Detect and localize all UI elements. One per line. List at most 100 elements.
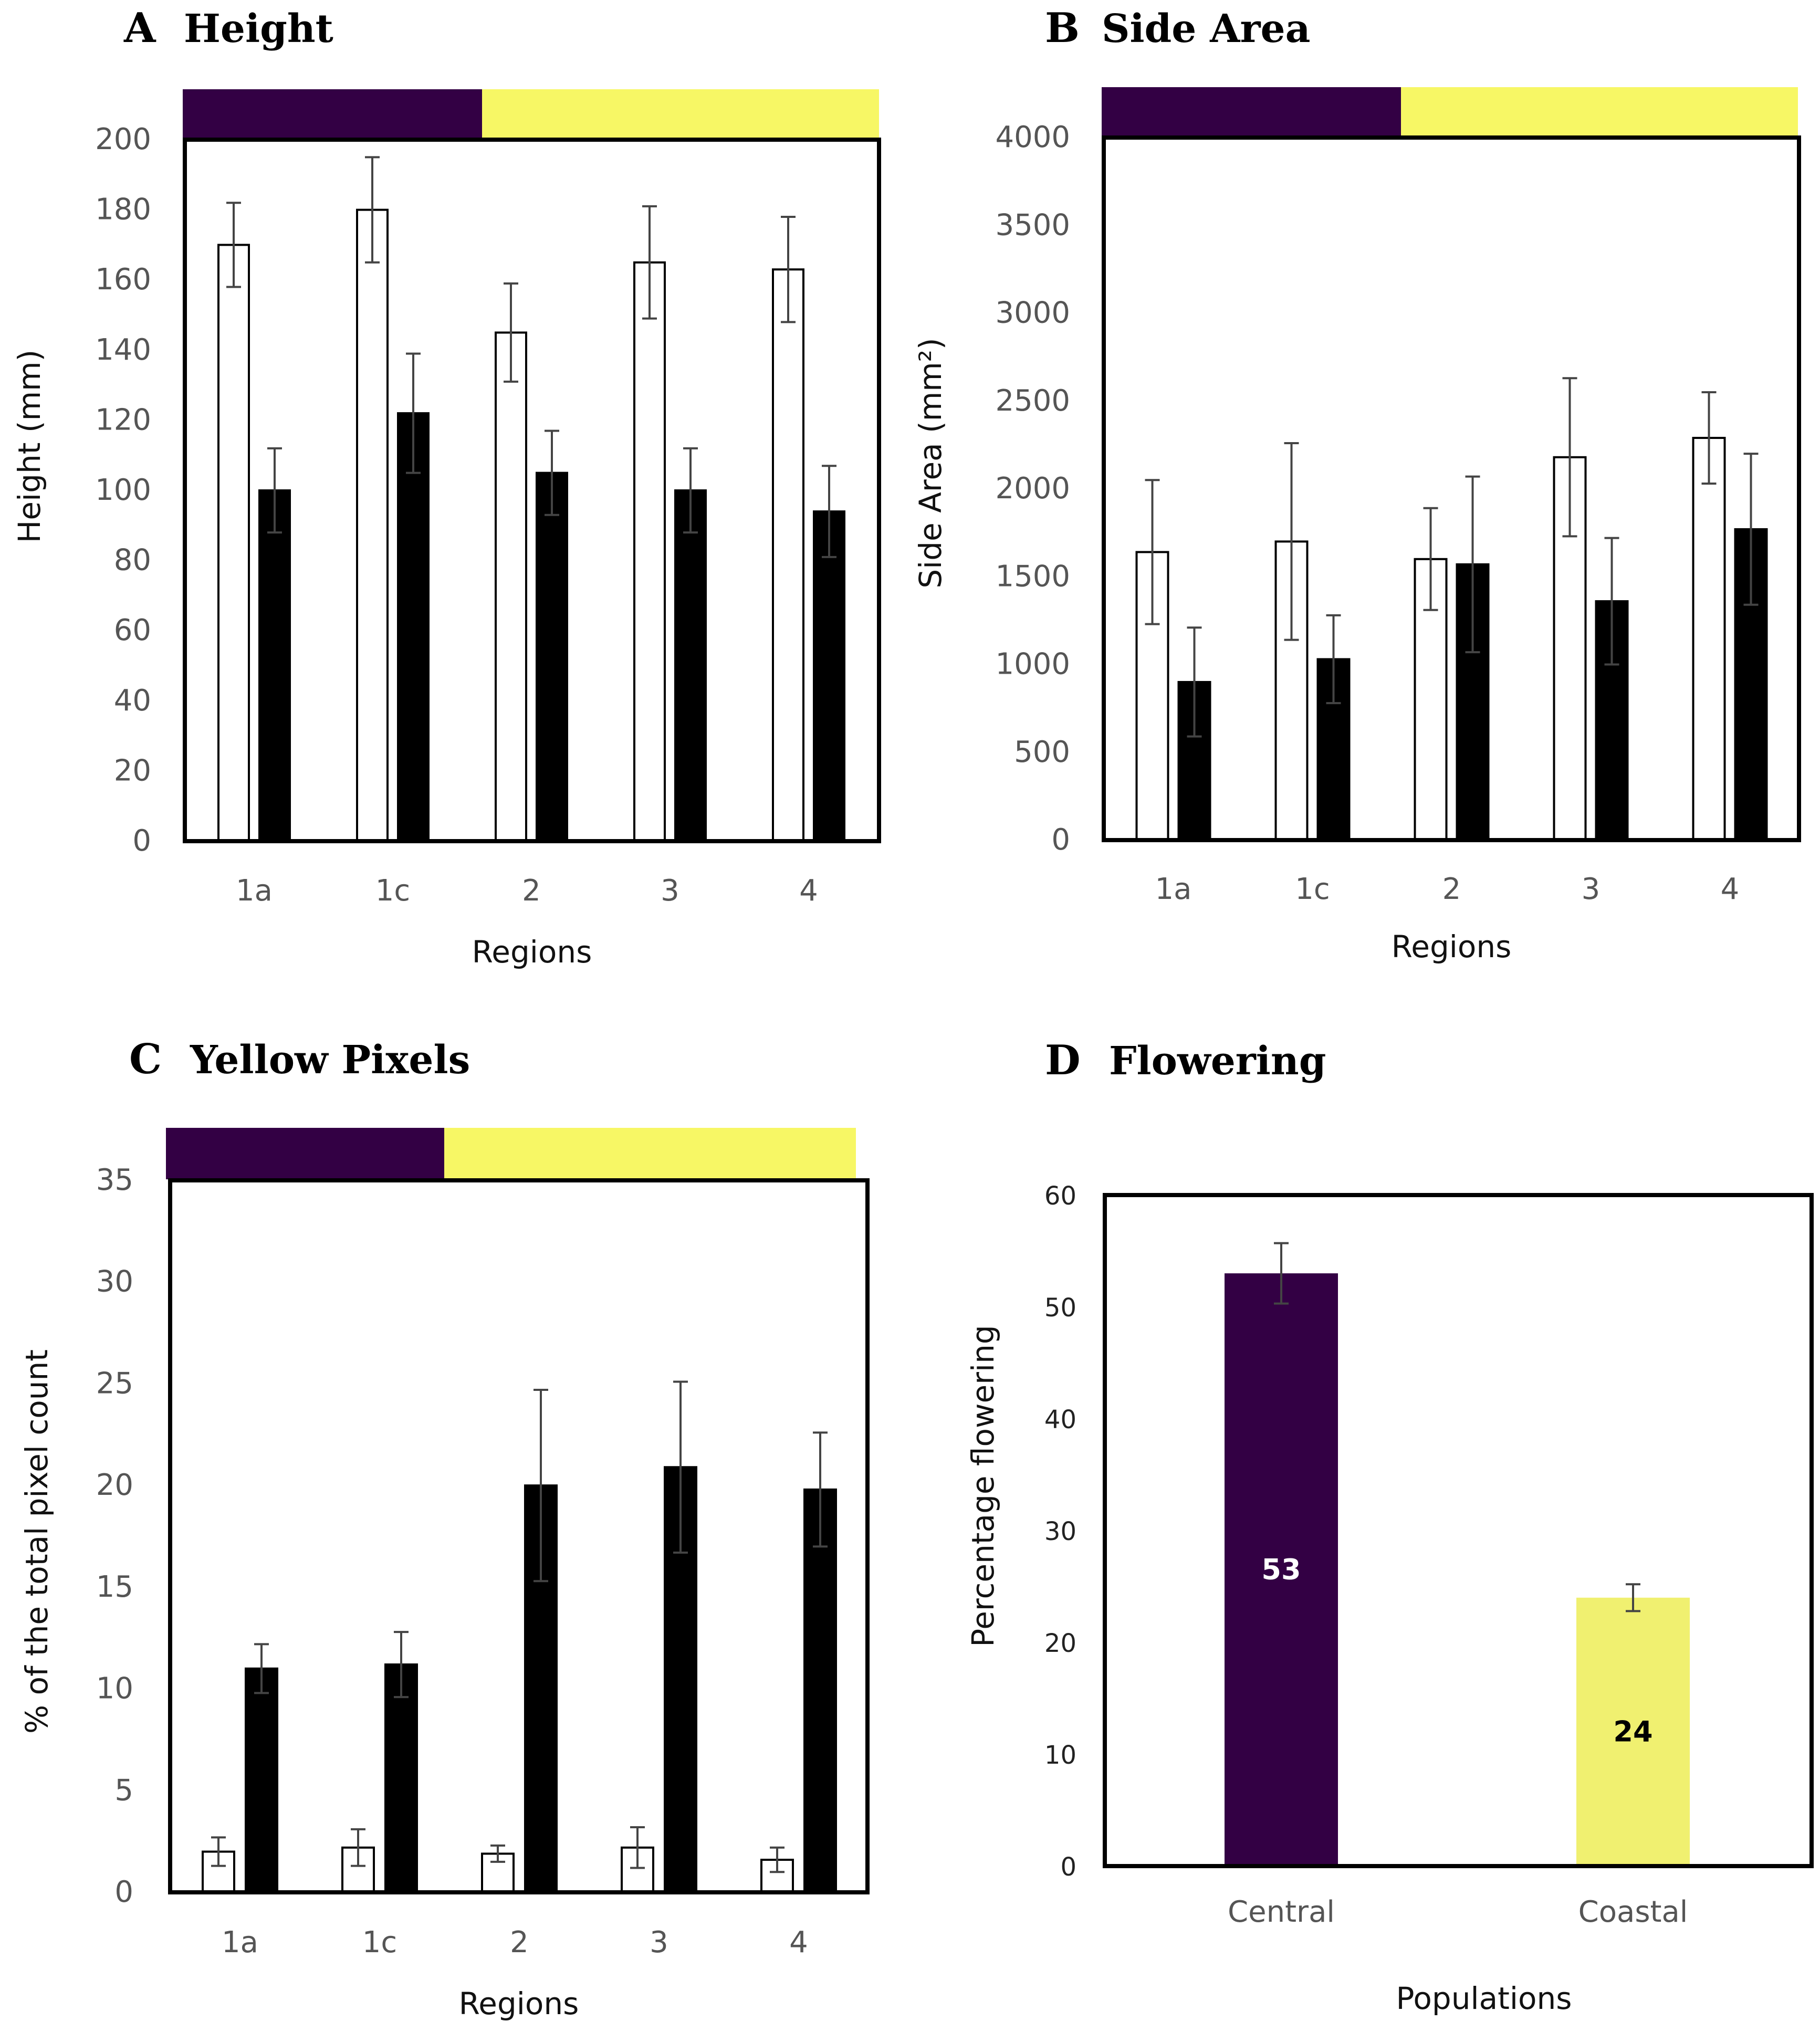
panel-d-y-axis-label: Percentage flowering [965,1325,1001,1647]
panel-a-y-axis-label: Height (mm) [12,350,47,543]
panel-a-letter: A [123,4,156,52]
panel-b-y-tick-label: 3000 [995,296,1070,330]
panel-b-y-tick-label: 2000 [995,472,1070,506]
panel-c-x-tick-label: 1a [222,1925,258,1960]
panel-c-y-tick-label: 10 [96,1672,133,1706]
panel-b-bars [1135,377,1768,842]
panel-b-y-ticks: 0 500 1000 1500 2000 2500 3000 3500 4000 [995,120,1070,857]
panel-c-y-tick-label: 25 [96,1366,133,1400]
panel-b-frame [1102,135,1801,842]
panel-d-bar-coastal-data-label: 24 [1613,1715,1652,1748]
panel-c: C Yellow Pixels 0 5 10 15 20 25 30 35 1a 1c 2 3 4 R… [19,1035,870,2021]
panel-a-y-tick-label: 40 [114,684,151,718]
panel-d-y-tick-label: 30 [1044,1517,1076,1546]
panel-b-y-tick-label: 4000 [995,120,1070,154]
panel-b-x-tick-label: 4 [1721,872,1740,906]
panel-a-y-tick-label: 60 [114,613,151,647]
panel-c-x-tick-label: 2 [510,1925,529,1960]
panel-c-x-tick-label: 1c [362,1925,397,1960]
panel-b-y-tick-label: 500 [1014,735,1070,769]
panel-d-y-tick-label: 50 [1044,1293,1076,1323]
panel-a-central-strip [183,89,482,140]
panel-c-y-tick-label: 5 [114,1773,133,1807]
panel-c-bar-filled-1c [384,1663,418,1894]
panel-a-x-ticks: 1a 1c 2 3 4 [236,874,818,908]
panel-c-x-ticks: 1a 1c 2 3 4 [222,1925,808,1960]
panel-d-bars: 53 24 [1225,1242,1690,1866]
panel-a-bar-open-2 [495,331,527,842]
panel-a-bar-filled-1a [258,489,291,842]
panel-b-x-axis-label: Regions [1392,929,1512,965]
panel-d-title: Flowering [1109,1039,1326,1084]
panel-d: D Flowering 53 24 0 10 20 30 40 50 60 Central Co… [965,1036,1814,2016]
panel-a-x-axis-label: Regions [472,934,592,970]
panel-b-y-tick-label: 3500 [995,208,1070,242]
panel-c-y-tick-label: 35 [96,1163,133,1197]
panel-a-y-tick-label: 200 [95,122,151,156]
panel-b-x-tick-label: 3 [1582,872,1601,906]
panel-b-coastal-strip [1401,87,1798,138]
panel-a-bar-open-4 [772,268,804,842]
panel-a-y-tick-label: 0 [132,824,151,858]
panel-c-bar-filled-1a [245,1667,278,1894]
panel-a-bars [217,156,845,843]
panel-c-x-tick-label: 3 [650,1925,668,1960]
panel-b-central-strip [1102,87,1401,138]
panel-b-x-tick-label: 1c [1295,872,1330,906]
panel-a-bar-open-1a [217,244,250,842]
panel-d-y-tick-label: 0 [1060,1852,1076,1882]
panel-a-bar-filled-1c [397,412,430,842]
panel-c-letter: C [129,1035,162,1083]
panel-d-x-tick-label: Central [1228,1895,1335,1929]
panel-a-y-ticks: 0 20 40 60 80 100 120 140 160 180 200 [95,122,151,858]
panel-c-coastal-strip [444,1128,856,1179]
panel-b-bar-open-4 [1692,436,1726,841]
panel-b-x-ticks: 1a 1c 2 3 4 [1155,872,1740,906]
panel-c-y-tick-label: 20 [96,1468,133,1502]
panel-a-y-tick-label: 160 [95,263,151,297]
panel-a-title: Height [184,6,333,51]
panel-d-bar-coastal [1576,1597,1690,1866]
panel-a-y-tick-label: 100 [95,473,151,507]
panel-c-y-tick-label: 30 [96,1265,133,1299]
panel-a-bar-open-3 [633,261,666,842]
panel-a-x-tick-label: 2 [522,874,541,908]
panel-d-y-tick-label: 10 [1044,1741,1076,1770]
panel-b-letter: B [1045,4,1080,52]
panel-b: B Side Area 0 500 1000 1500 2000 2500 3000 3500… [913,4,1801,965]
panel-d-y-tick-label: 20 [1044,1629,1076,1658]
panel-c-title: Yellow Pixels [190,1038,470,1083]
panel-d-x-tick-label: Coastal [1578,1895,1688,1929]
panel-a-x-tick-label: 4 [799,874,818,908]
panel-b-y-tick-label: 1500 [995,559,1070,593]
panel-c-y-tick-label: 15 [96,1570,133,1604]
panel-d-bar-central [1225,1273,1338,1866]
panel-a-y-tick-label: 140 [95,333,151,367]
panel-c-bars [202,1380,837,1894]
panel-b-y-axis-label: Side Area (mm²) [913,338,948,588]
panel-c-central-strip [166,1128,444,1179]
panel-d-bar-central-data-label: 53 [1261,1553,1301,1586]
panel-a-y-tick-label: 80 [114,543,151,578]
panel-b-title: Side Area [1102,6,1311,51]
panel-a-frame [183,138,881,843]
panel-a-x-tick-label: 1c [375,874,410,908]
panel-c-bar-filled-4 [803,1488,837,1893]
panel-a-y-tick-label: 20 [114,753,151,788]
panel-b-y-tick-label: 2500 [995,384,1070,418]
panel-c-frame [168,1178,870,1894]
panel-c-y-ticks: 0 5 10 15 20 25 30 35 [96,1163,133,1909]
panel-d-y-tick-label: 60 [1044,1181,1076,1211]
panel-b-y-tick-label: 1000 [995,647,1070,682]
panel-d-x-axis-label: Populations [1396,1981,1572,2016]
panel-b-x-tick-label: 2 [1442,872,1461,906]
panel-a-y-tick-label: 120 [95,403,151,437]
panel-a-x-tick-label: 3 [661,874,679,908]
panel-a-x-tick-label: 1a [236,874,273,908]
panel-a-bar-filled-4 [813,510,845,842]
panel-c-y-tick-label: 0 [114,1875,133,1909]
panel-a-y-tick-label: 180 [95,193,151,227]
panel-a-bar-open-1c [356,208,389,843]
panel-a-bar-filled-3 [674,489,707,842]
